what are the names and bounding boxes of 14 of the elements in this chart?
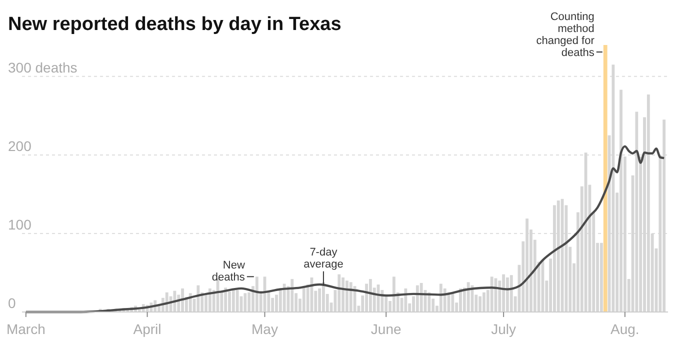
x-tick-label: April [133, 321, 162, 337]
chart-title: New reported deaths by day in Texas [8, 14, 342, 35]
x-tick-label: March [6, 321, 46, 337]
y-tick-label: 100 [8, 216, 32, 232]
annotation: 7-day average [304, 246, 344, 270]
y-tick-label: 300 deaths [8, 59, 78, 76]
y-tick-label: 200 [8, 138, 32, 154]
x-tick-label: Aug. [610, 321, 640, 337]
x-tick-label: July [491, 321, 516, 337]
x-tick-label: May [252, 321, 278, 337]
x-tick-label: June [370, 321, 402, 337]
annotation: New deaths [212, 260, 246, 284]
y-tick-label: 0 [8, 295, 16, 311]
band-label: Counting method changed for deaths [536, 11, 595, 59]
